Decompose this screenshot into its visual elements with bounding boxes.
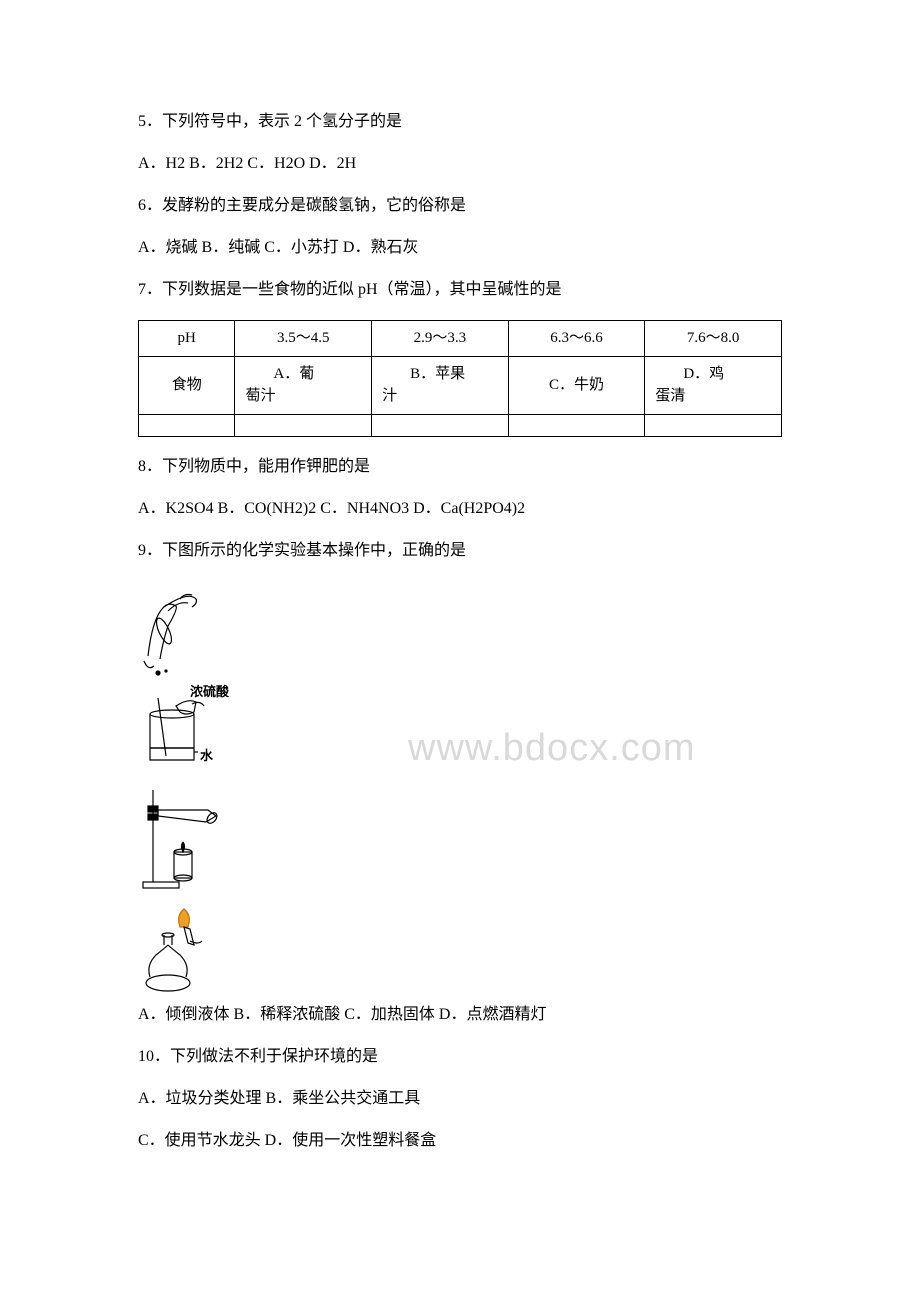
table-row: 食物 A．葡 萄汁 B．苹果 汁 C．牛奶 D．鸡 蛋清 <box>139 356 782 414</box>
q6-options: A．烧碱 B．纯碱 C．小苏打 D．熟石灰 <box>138 236 782 260</box>
q9-image-b: 浓硫酸 水 <box>138 684 782 774</box>
cell-food-header: 食物 <box>139 356 235 414</box>
cell-food-4: D．鸡 蛋清 <box>645 356 782 414</box>
cell-food-2: B．苹果 汁 <box>372 356 509 414</box>
cell-ph-1: 3.5～4.5 <box>235 321 372 357</box>
q8-options: A．K2SO4 B．CO(NH2)2 C．NH4NO3 D．Ca(H2PO4)2 <box>138 497 782 521</box>
table-row <box>139 414 782 436</box>
q9-text: 9．下图所示的化学实验基本操作中，正确的是 <box>138 539 782 563</box>
q9-image-a <box>138 581 782 676</box>
q10-line2: C．使用节水龙头 D．使用一次性塑料餐盒 <box>138 1129 782 1153</box>
cell-food-3: C．牛奶 <box>508 356 645 414</box>
acid-label: 浓硫酸 <box>190 682 229 702</box>
q9-image-d <box>138 905 782 995</box>
q7-text: 7．下列数据是一些食物的近似 pH（常温），其中呈碱性的是 <box>138 278 782 302</box>
q5-text: 5．下列符号中，表示 2 个氢分子的是 <box>138 110 782 134</box>
q7-table: pH 3.5～4.5 2.9～3.3 6.3～6.6 7.6～8.0 食物 A．… <box>138 320 782 437</box>
cell-ph-2: 2.9～3.3 <box>372 321 509 357</box>
cell-ph-header: pH <box>139 321 235 357</box>
cell-food-1: A．葡 萄汁 <box>235 356 372 414</box>
cell-ph-4: 7.6～8.0 <box>645 321 782 357</box>
cell-empty <box>139 414 235 436</box>
cell-empty <box>372 414 509 436</box>
q9-image-c <box>138 782 782 897</box>
cell-empty <box>508 414 645 436</box>
q10-text: 10．下列做法不利于保护环境的是 <box>138 1045 782 1069</box>
cell-empty <box>645 414 782 436</box>
q5-options: A．H2 B．2H2 C．H2O D．2H <box>138 152 782 176</box>
cell-empty <box>235 414 372 436</box>
q10-line1: A．垃圾分类处理 B．乘坐公共交通工具 <box>138 1087 782 1111</box>
cell-ph-3: 6.3～6.6 <box>508 321 645 357</box>
q8-text: 8．下列物质中，能用作钾肥的是 <box>138 455 782 479</box>
water-label: 水 <box>200 746 213 766</box>
table-row: pH 3.5～4.5 2.9～3.3 6.3～6.6 7.6～8.0 <box>139 321 782 357</box>
q9-options: A．倾倒液体 B．稀释浓硫酸 C．加热固体 D．点燃酒精灯 <box>138 1003 782 1027</box>
q6-text: 6．发酵粉的主要成分是碳酸氢钠，它的俗称是 <box>138 194 782 218</box>
